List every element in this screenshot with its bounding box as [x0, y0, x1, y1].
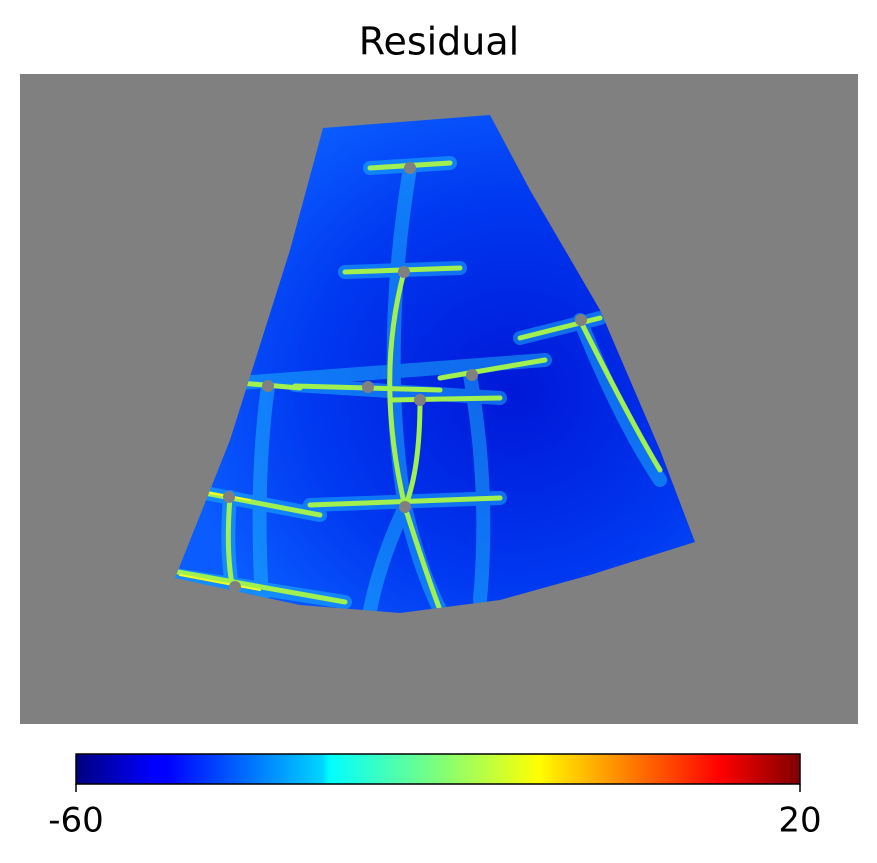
chart-title: Residual — [359, 20, 519, 64]
colorbar-tick-label: -60 — [48, 801, 104, 841]
colorbar-tick-label: 20 — [778, 801, 821, 841]
colorbar — [75, 753, 801, 785]
masked-sources — [223, 162, 587, 593]
